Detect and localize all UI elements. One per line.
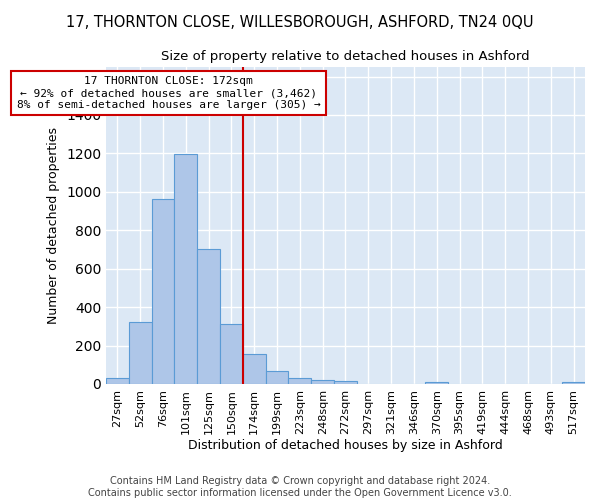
Bar bbox=[152, 198, 175, 384]
Text: 17 THORNTON CLOSE: 172sqm
← 92% of detached houses are smaller (3,462)
8% of sem: 17 THORNTON CLOSE: 172sqm ← 92% of detac… bbox=[17, 76, 320, 110]
Bar bbox=[243, 354, 266, 384]
Title: Size of property relative to detached houses in Ashford: Size of property relative to detached ho… bbox=[161, 50, 530, 63]
Bar bbox=[289, 378, 311, 384]
Bar bbox=[334, 381, 357, 384]
Bar bbox=[562, 382, 585, 384]
Text: 17, THORNTON CLOSE, WILLESBOROUGH, ASHFORD, TN24 0QU: 17, THORNTON CLOSE, WILLESBOROUGH, ASHFO… bbox=[66, 15, 534, 30]
Bar bbox=[266, 370, 289, 384]
Bar bbox=[129, 322, 152, 384]
Text: Contains HM Land Registry data © Crown copyright and database right 2024.
Contai: Contains HM Land Registry data © Crown c… bbox=[88, 476, 512, 498]
Bar bbox=[197, 250, 220, 384]
Y-axis label: Number of detached properties: Number of detached properties bbox=[47, 127, 61, 324]
Bar bbox=[220, 324, 243, 384]
Bar bbox=[425, 382, 448, 384]
Bar bbox=[311, 380, 334, 384]
Bar bbox=[175, 154, 197, 384]
X-axis label: Distribution of detached houses by size in Ashford: Distribution of detached houses by size … bbox=[188, 440, 503, 452]
Bar bbox=[106, 378, 129, 384]
